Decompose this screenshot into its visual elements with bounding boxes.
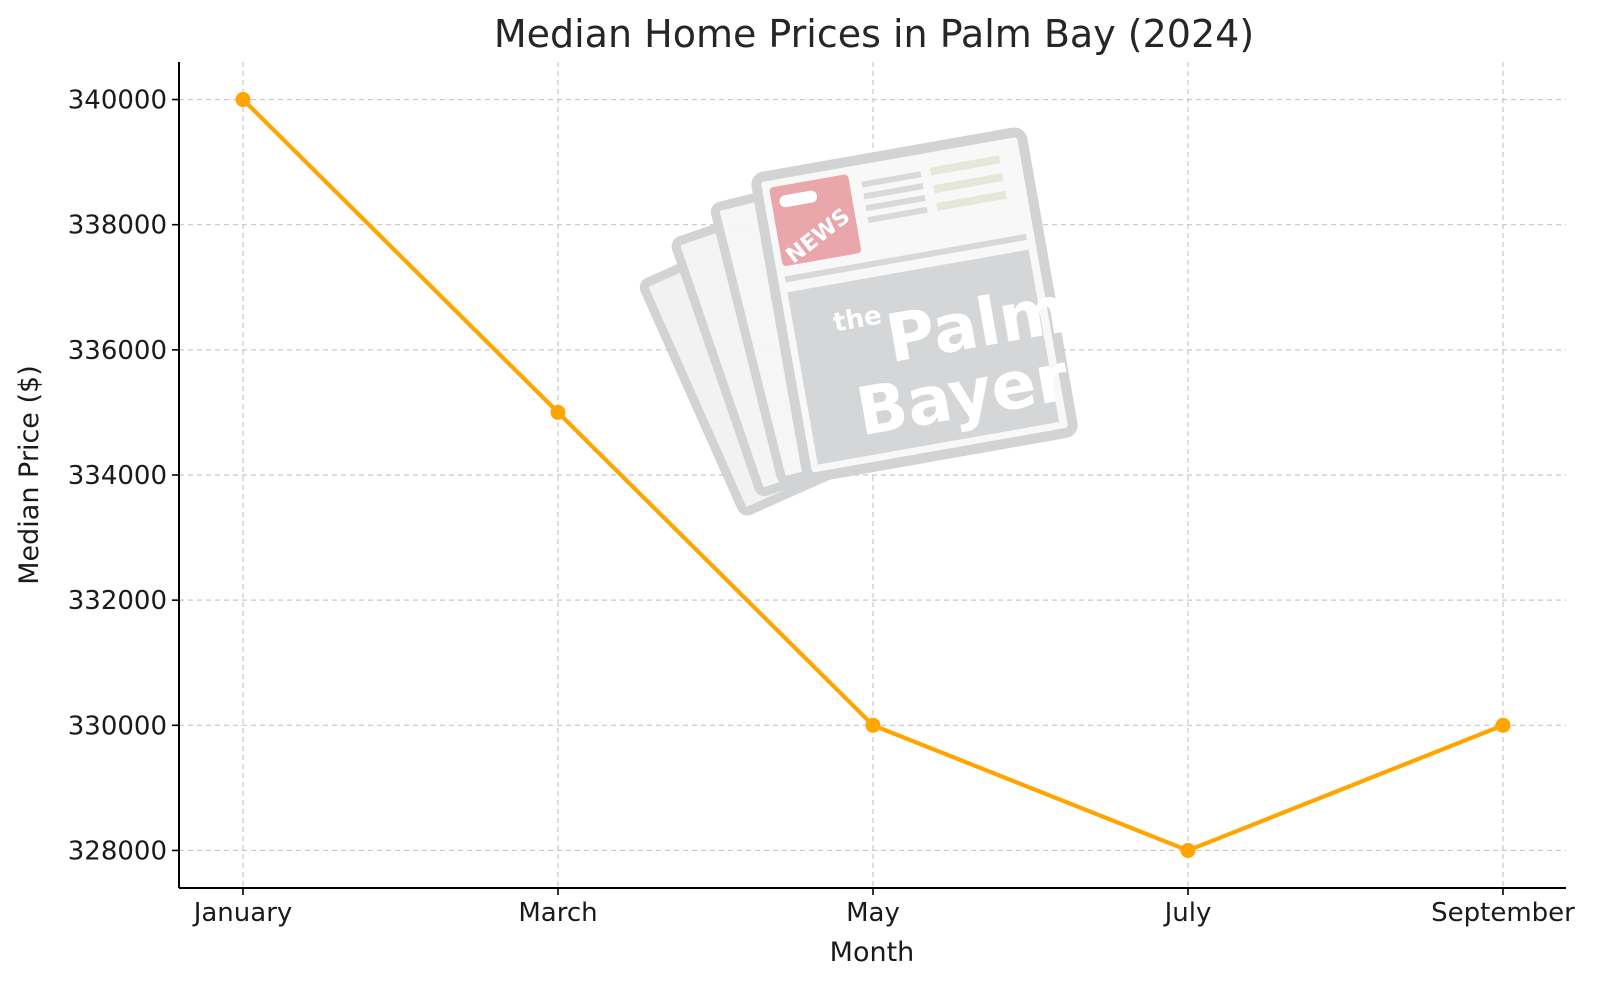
brand-block: [787, 249, 1060, 465]
y-tick-label: 332000: [68, 586, 167, 616]
y-tick-label: 334000: [68, 461, 167, 491]
chart-title: Median Home Prices in Palm Bay (2024): [494, 12, 1254, 56]
x-axis-ticks: January March May July September: [192, 888, 1575, 928]
newspaper-watermark-logo: NEWS the Palm Bayer: [639, 127, 1078, 516]
data-point-september: [1495, 717, 1511, 733]
x-tick-label: January: [192, 898, 293, 928]
x-axis-title: Month: [830, 937, 915, 968]
x-tick-label: March: [518, 898, 597, 928]
series-group: [235, 92, 1511, 858]
y-tick-label: 336000: [68, 336, 167, 366]
x-tick-label: July: [1163, 898, 1212, 928]
data-point-july: [1180, 842, 1196, 858]
data-point-march: [550, 404, 566, 420]
y-tick-label: 340000: [68, 86, 167, 116]
data-point-may: [865, 717, 881, 733]
y-tick-label: 328000: [68, 836, 167, 866]
x-tick-label: September: [1431, 898, 1575, 928]
x-tick-label: May: [846, 898, 900, 928]
data-point-january: [235, 92, 251, 108]
y-axis-ticks: 328000 330000 332000 334000 336000 338000 3400…: [68, 86, 179, 866]
y-tick-label: 338000: [68, 211, 167, 241]
y-axis-title: Median Price ($): [14, 365, 45, 584]
y-tick-label: 330000: [68, 711, 167, 741]
